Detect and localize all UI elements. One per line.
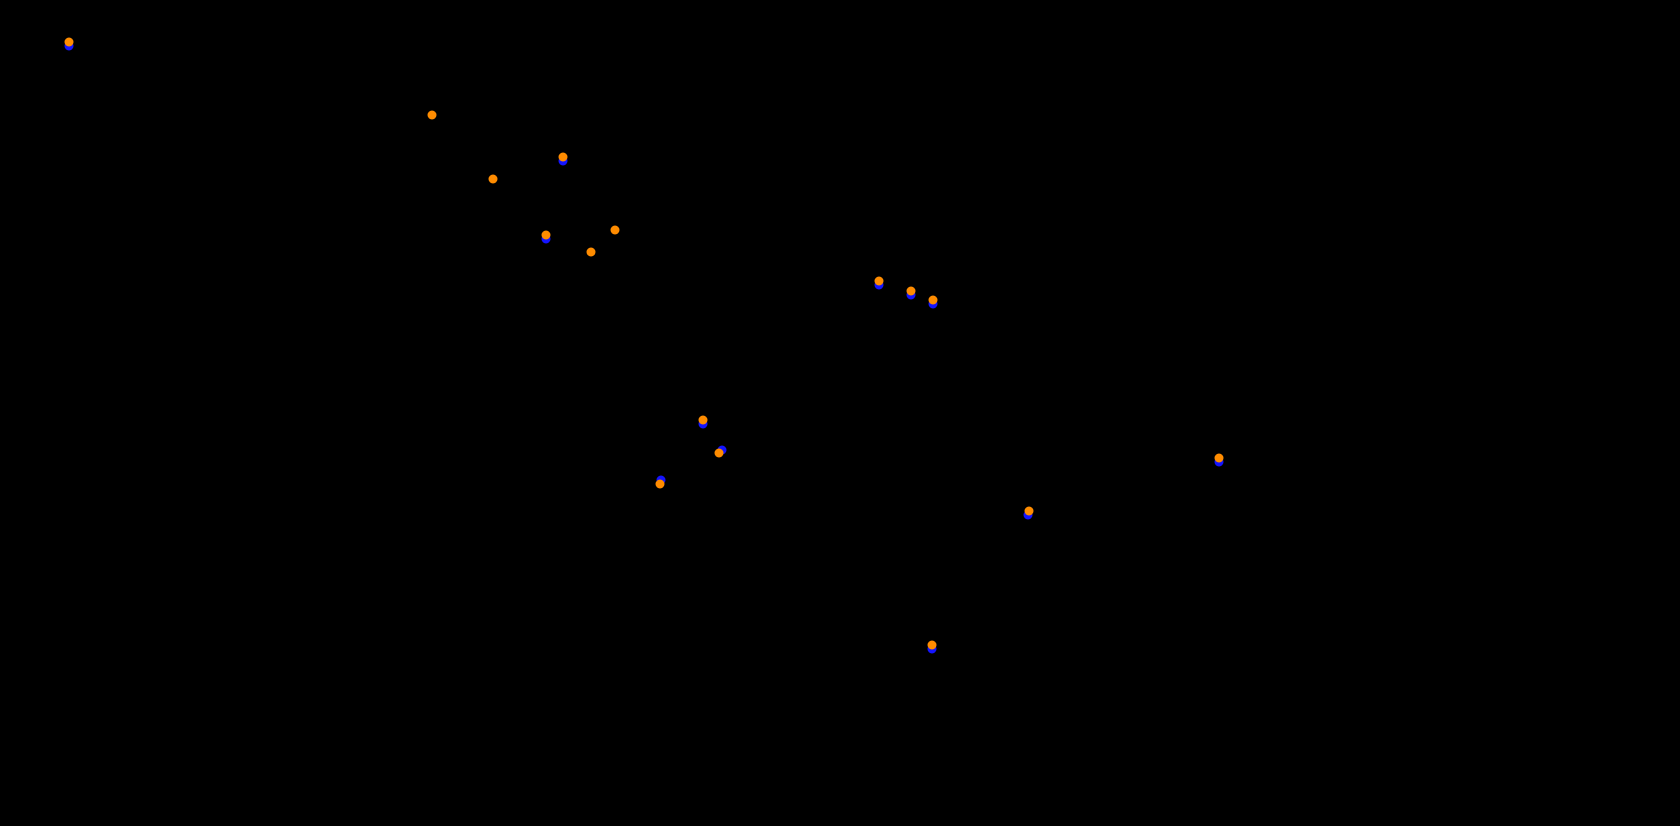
scatter-point-series-orange[interactable] xyxy=(1024,506,1034,516)
scatter-point-series-orange[interactable] xyxy=(427,110,437,120)
scatter-point-series-orange[interactable] xyxy=(64,37,74,47)
scatter-point-series-orange[interactable] xyxy=(558,152,568,162)
scatter-point-series-orange[interactable] xyxy=(874,276,884,286)
scatter-point-series-orange[interactable] xyxy=(928,295,938,305)
scatter-point-series-orange[interactable] xyxy=(906,286,916,296)
scatter-point-series-orange[interactable] xyxy=(610,225,620,235)
scatter-point-series-orange[interactable] xyxy=(927,640,937,650)
scatter-point-series-orange[interactable] xyxy=(714,448,724,458)
scatter-point-series-orange[interactable] xyxy=(1214,453,1224,463)
scatter-point-series-orange[interactable] xyxy=(698,415,708,425)
scatter-point-series-orange[interactable] xyxy=(655,479,665,489)
scatter-point-series-orange[interactable] xyxy=(586,247,596,257)
scatter-point-series-orange[interactable] xyxy=(541,230,551,240)
scatter-point-series-orange[interactable] xyxy=(488,174,498,184)
